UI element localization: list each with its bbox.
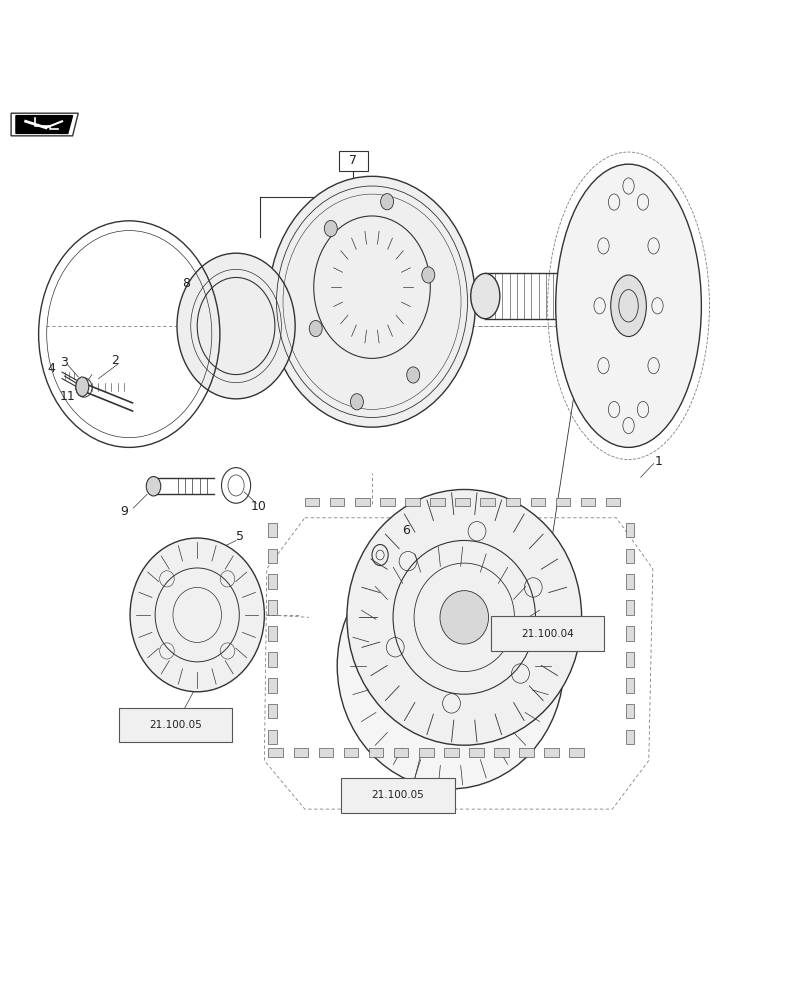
Bar [494,748,508,757]
Bar [268,678,277,693]
Bar [268,704,277,718]
Bar [625,574,633,589]
Bar [530,498,544,506]
Bar [430,498,444,506]
Text: 3: 3 [61,356,68,369]
Bar [318,748,333,757]
Ellipse shape [440,591,488,644]
Ellipse shape [177,253,294,399]
FancyBboxPatch shape [341,778,454,813]
Bar [625,626,633,641]
Ellipse shape [75,377,88,396]
Text: 2: 2 [110,354,118,367]
Text: 11: 11 [60,390,75,403]
Text: 21.100.05: 21.100.05 [148,720,201,730]
FancyBboxPatch shape [118,708,232,742]
Bar [625,704,633,718]
Ellipse shape [309,320,322,337]
Text: 21.100.04: 21.100.04 [521,629,573,639]
Bar [268,748,283,757]
Text: 21.100.05: 21.100.05 [371,790,424,800]
Bar [625,549,633,563]
Ellipse shape [324,220,337,237]
Bar [505,498,520,506]
Bar [268,652,277,667]
Text: 5: 5 [236,530,244,543]
Text: 4: 4 [48,362,55,375]
Ellipse shape [146,477,161,496]
Bar [580,498,594,506]
Bar [268,626,277,641]
Bar [338,151,367,171]
Bar [268,549,277,563]
Ellipse shape [130,538,264,692]
Ellipse shape [421,267,434,283]
Bar [343,748,358,757]
Polygon shape [16,116,72,133]
Bar [418,748,433,757]
Bar [368,748,383,757]
Bar [519,748,533,757]
Bar [469,748,483,757]
Bar [625,652,633,667]
Bar [543,748,558,757]
Ellipse shape [380,194,393,210]
Ellipse shape [610,275,646,337]
Text: 6: 6 [401,524,410,537]
Bar [268,600,277,615]
Text: 9: 9 [120,505,128,518]
Bar [268,730,277,744]
Text: 7: 7 [349,154,357,167]
Bar [625,523,633,537]
FancyBboxPatch shape [491,616,603,651]
Ellipse shape [346,489,581,745]
Bar [354,498,369,506]
Ellipse shape [337,543,563,789]
Ellipse shape [268,176,475,427]
Bar [268,523,277,537]
Text: 1: 1 [654,455,662,468]
Bar [625,600,633,615]
Bar [455,498,470,506]
Bar [605,498,620,506]
Ellipse shape [470,273,500,319]
Bar [555,498,569,506]
Bar [480,498,495,506]
Bar [329,498,344,506]
Bar [405,498,419,506]
Ellipse shape [555,164,701,447]
Ellipse shape [406,367,419,383]
Bar [304,498,319,506]
Bar [293,748,307,757]
Ellipse shape [350,394,363,410]
Bar [444,748,458,757]
Bar [380,498,394,506]
Bar [268,574,277,589]
Bar [625,678,633,693]
Text: 10: 10 [251,500,266,513]
Bar [625,730,633,744]
Bar [569,748,583,757]
Text: 8: 8 [182,277,190,290]
Polygon shape [11,113,78,136]
Bar [393,748,408,757]
